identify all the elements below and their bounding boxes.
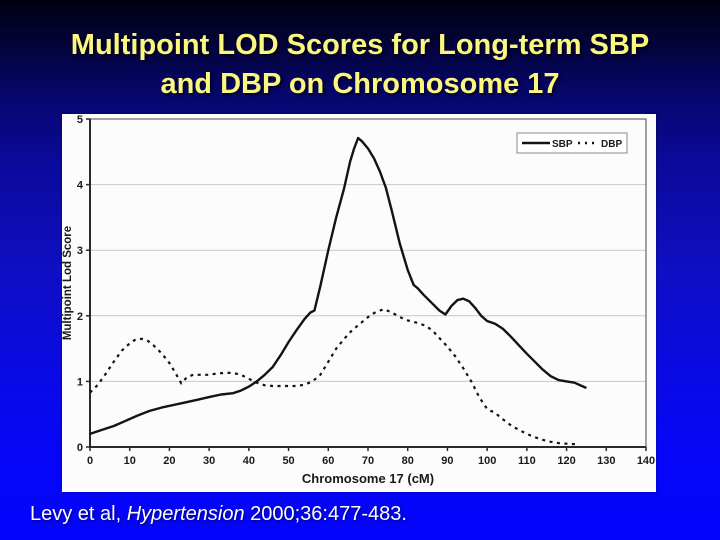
series-DBP-line — [89, 308, 579, 446]
plot-border — [89, 118, 647, 448]
x-tick-label: 30 — [203, 455, 215, 467]
x-tick-label: 0 — [87, 455, 93, 467]
y-tick-label: 4 — [77, 180, 84, 192]
slide-title: Multipoint LOD Scores for Long-term SBP … — [70, 29, 650, 100]
x-axis-title: Chromosome 17 (cM) — [302, 471, 434, 486]
x-tick-label: 110 — [518, 455, 536, 467]
x-tick-label: 70 — [362, 455, 374, 467]
chart-panel: 0 10 20 30 40 50 60 70 80 90 100 110 120 130 140 0 1 2 3 4 5… — [62, 114, 656, 492]
x-tick-labels: 0 10 20 30 40 50 60 70 80 90 100 110 120 130 140 — [87, 447, 655, 467]
x-tick-label: 120 — [557, 455, 575, 467]
x-tick-label: 80 — [402, 455, 414, 467]
y-tick-label: 2 — [77, 311, 83, 323]
legend: SBP DBP — [516, 132, 628, 154]
lod-chart: 0 10 20 30 40 50 60 70 80 90 100 110 120 130 140 0 1 2 3 4 5… — [62, 114, 655, 486]
y-tick-label: 1 — [77, 376, 83, 388]
legend-sbp-label: SBP — [552, 139, 573, 150]
y-gridlines — [90, 184, 646, 382]
series-SBP-line — [89, 136, 587, 436]
x-tick-label: 140 — [637, 455, 655, 467]
citation-journal: Hypertension — [126, 503, 245, 525]
y-tick-label: 5 — [77, 114, 83, 126]
x-tick-label: 10 — [124, 455, 136, 467]
x-tick-label: 20 — [163, 455, 175, 467]
citation-authors: Levy et al, — [30, 503, 127, 525]
y-tick-label: 3 — [77, 245, 83, 257]
legend-box — [516, 132, 628, 154]
citation-reference: 2000;36:477-483. — [244, 503, 407, 525]
y-tick-labels: 0 1 2 3 4 5 — [77, 114, 90, 454]
citation: Levy et al, Hypertension 2000;36:477-483… — [30, 503, 407, 526]
x-tick-label: 100 — [478, 455, 496, 467]
x-tick-label: 90 — [441, 455, 453, 467]
y-tick-label: 0 — [77, 442, 83, 454]
x-tick-label: 60 — [322, 455, 334, 467]
x-tick-label: 50 — [282, 455, 294, 467]
y-axis-title: Multipoint Lod Score — [62, 226, 74, 340]
legend-dbp-label: DBP — [601, 139, 622, 150]
x-tick-label: 40 — [243, 455, 255, 467]
x-tick-label: 130 — [597, 455, 615, 467]
